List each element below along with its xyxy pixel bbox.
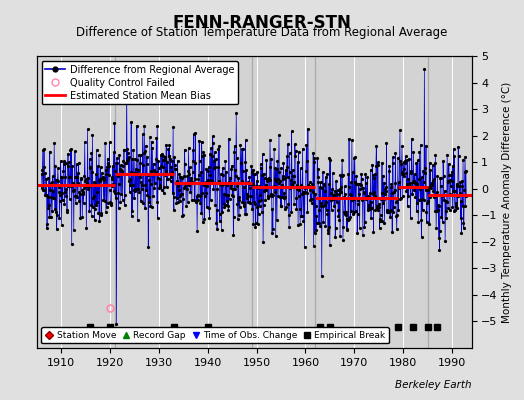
Text: Berkeley Earth: Berkeley Earth — [395, 380, 472, 390]
Legend: Station Move, Record Gap, Time of Obs. Change, Empirical Break: Station Move, Record Gap, Time of Obs. C… — [41, 327, 389, 344]
Text: FENN-RANGER-STN: FENN-RANGER-STN — [172, 14, 352, 32]
Text: Difference of Station Temperature Data from Regional Average: Difference of Station Temperature Data f… — [77, 26, 447, 39]
Y-axis label: Monthly Temperature Anomaly Difference (°C): Monthly Temperature Anomaly Difference (… — [502, 81, 512, 323]
